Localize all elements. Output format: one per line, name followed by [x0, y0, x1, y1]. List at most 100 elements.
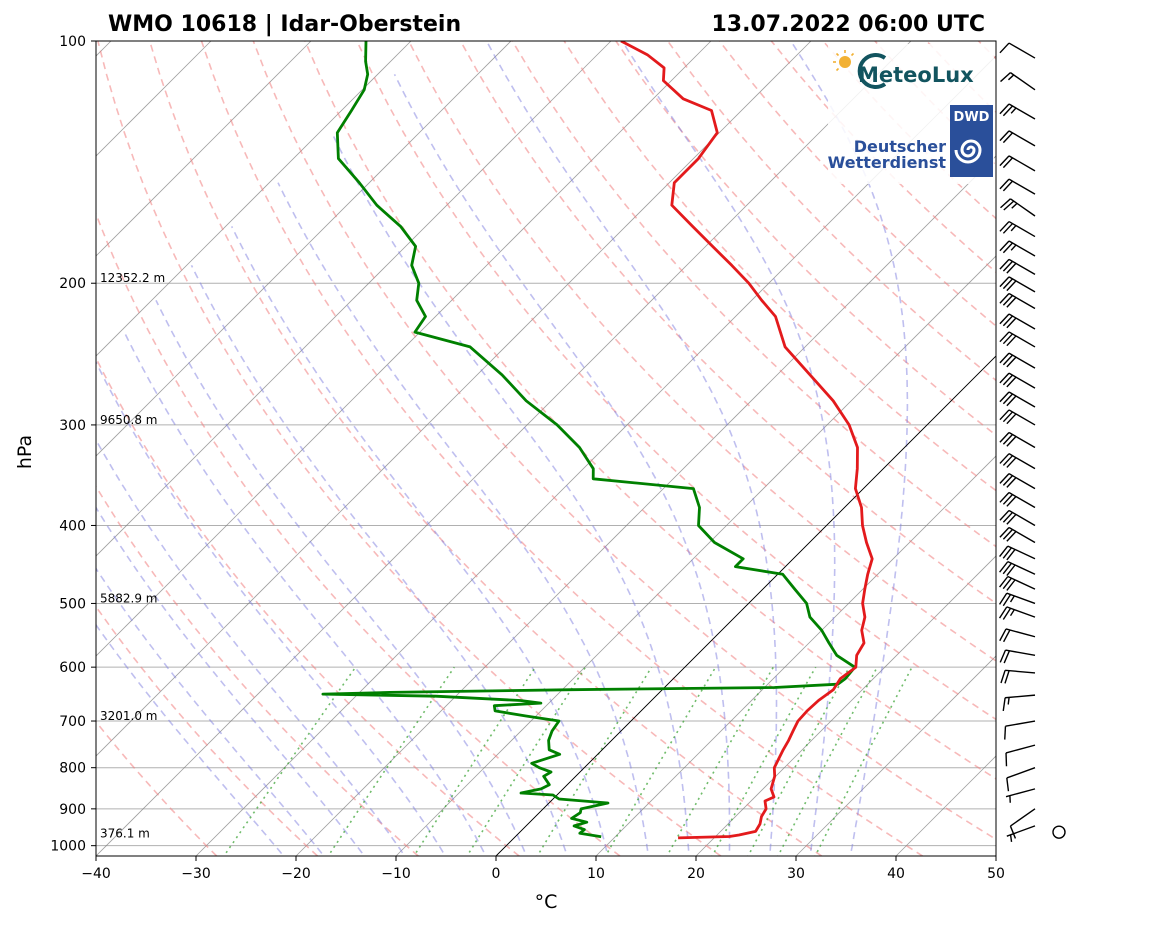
wind-barb: [999, 628, 1036, 643]
y-tick-label: 300: [59, 418, 86, 434]
wind-barb: [999, 526, 1036, 544]
moist-adiabat-line: [485, 41, 778, 856]
isotherm-line: [795, 655, 996, 856]
dry-adiabat-line: [96, 356, 520, 856]
wind-barb: [999, 545, 1036, 561]
sun-icon: [833, 50, 855, 72]
height-label: 9650.8 m: [100, 413, 158, 427]
moist-adiabat-line: [123, 331, 487, 856]
x-axis-label: °C: [535, 891, 558, 913]
wind-barb: [999, 372, 1036, 389]
isotherm-line: [0, 41, 11, 856]
moist-adiabat-line: [790, 41, 909, 856]
meteolux-logo-text: MeteoLux: [858, 63, 974, 87]
dry-adiabat-line: [96, 605, 319, 856]
plot-frame: [95, 40, 997, 857]
wind-barb: [998, 592, 1036, 607]
wind-barb: [999, 178, 1036, 195]
moist-adiabat-line: [393, 73, 731, 856]
dry-adiabat-line: [96, 720, 218, 856]
mixing-ratio-line: [466, 666, 587, 856]
y-tick-label: 700: [59, 714, 86, 730]
x-tick-label: −40: [81, 866, 111, 882]
wind-barb: [998, 606, 1036, 620]
moist-adiabat-line: [96, 623, 285, 856]
chart-title-datetime: 13.07.2022 06:00 UTC: [711, 12, 985, 37]
y-tick-label: 600: [59, 660, 86, 676]
dry-adiabat-line: [97, 41, 722, 856]
dwd-logo: DWD Deutscher Wetterdienst: [828, 105, 993, 177]
dwd-badge-text: DWD: [954, 110, 990, 125]
isotherm-line: [96, 41, 312, 257]
wind-barb: [999, 391, 1036, 408]
y-tick-label: 200: [59, 276, 86, 292]
dwd-name-line1: Deutscher: [854, 137, 946, 156]
x-tick-label: 20: [687, 866, 705, 882]
moist-adiabat-line: [331, 132, 690, 856]
moist-adiabat-line: [277, 182, 650, 856]
x-tick-label: 30: [787, 866, 805, 882]
moist-adiabat-line: [96, 567, 325, 856]
moist-adiabat-line: [190, 264, 568, 856]
wind-barb: [999, 649, 1036, 664]
x-tick-label: 50: [987, 866, 1005, 882]
x-tick-label: −10: [381, 866, 411, 882]
wind-barb: [1000, 198, 1036, 217]
wind-barbs: [998, 42, 1066, 842]
moist-adiabat-line: [96, 438, 406, 856]
y-axis: 100 200 300 400 500 600 700 800 900 1000: [50, 34, 96, 855]
x-tick-label: 10: [587, 866, 605, 882]
wind-barb: [1005, 788, 1036, 803]
dry-adiabat-line: [96, 211, 621, 856]
wind-barb: [1000, 669, 1036, 684]
dry-adiabat-line: [148, 41, 823, 856]
wind-barb: [999, 276, 1036, 293]
meteolux-logo: MeteoLux: [833, 50, 974, 89]
isotherm-line: [96, 41, 412, 357]
wind-barb: [1005, 744, 1036, 767]
y-axis-label: hPa: [14, 435, 36, 469]
moist-adiabat-line: [155, 299, 528, 856]
wind-barb: [999, 575, 1036, 591]
mixing-ratio-line: [666, 666, 774, 856]
moist-adiabat-line: [96, 506, 366, 856]
zero-degree-isotherm: [495, 355, 996, 856]
wind-barb: [999, 409, 1036, 426]
isotherm-line: [96, 41, 512, 457]
wind-barb: [1000, 72, 1036, 91]
mixing-ratio-line: [413, 666, 536, 856]
dwd-name-line2: Wetterdienst: [828, 153, 947, 172]
dry-adiabat-line: [563, 41, 996, 492]
wind-barb: [999, 130, 1036, 147]
dry-adiabat-line: [1030, 41, 1160, 856]
height-label: 376.1 m: [100, 827, 150, 841]
isotherm-line: [695, 555, 996, 856]
wind-barb: [1004, 720, 1036, 740]
x-axis: −40 −30 −20 −10 0 10 20 30 40 50: [81, 856, 1005, 882]
mixing-ratio-line: [777, 666, 878, 856]
temperature-line: [620, 41, 874, 840]
wind-barb: [999, 42, 1036, 59]
wind-barb: [999, 352, 1036, 369]
dewpoint-line: [321, 41, 857, 839]
wind-barb: [1006, 767, 1036, 792]
isotherm-line: [96, 41, 612, 557]
background-lines: [0, 41, 1160, 856]
dry-adiabat-line: [356, 41, 996, 721]
height-label: 5882.9 m: [100, 591, 158, 605]
moist-adiabat-line: [621, 41, 836, 856]
spiral-icon: [954, 139, 982, 164]
isotherm-line: [96, 41, 712, 657]
wind-barb: [1006, 825, 1036, 842]
isotherm-line: [395, 255, 996, 856]
wind-barb: [1052, 825, 1066, 839]
wind-barb: [999, 560, 1036, 576]
isotherm-line: [96, 41, 912, 856]
wind-barb: [999, 313, 1036, 330]
wind-barb: [999, 155, 1036, 172]
x-tick-label: −20: [281, 866, 311, 882]
mixing-ratio-line: [747, 666, 850, 856]
wind-barb: [999, 473, 1036, 490]
height-label: 12352.2 m: [100, 271, 165, 285]
